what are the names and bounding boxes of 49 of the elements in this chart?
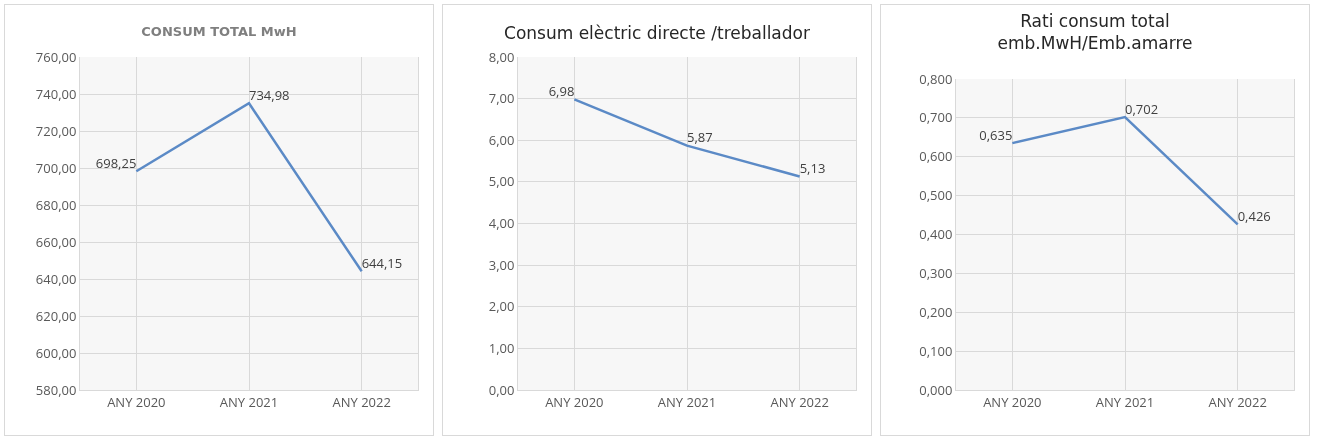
data-label: 5,87 [687,128,713,147]
y-tick-label: 680,00 [35,195,77,214]
y-tick-label: 8,00 [488,47,515,66]
y-tick-label: 1,00 [488,338,515,357]
x-tick-label: ANY 2022 [1208,392,1267,411]
y-tick-label: 0,300 [919,263,953,282]
data-label: 5,13 [799,159,826,178]
y-tick-label: 0,000 [919,380,953,399]
y-tick-label: 640,00 [35,269,77,288]
y-tick-label: 2,00 [488,297,515,316]
data-label: 6,98 [548,82,575,101]
y-tick-label: 0,700 [919,108,953,127]
y-tick-label: 580,00 [35,380,77,399]
y-tick-label: 0,00 [488,380,515,399]
y-tick-label: 740,00 [35,84,77,103]
x-tick-label: ANY 2020 [545,392,604,411]
data-label: 0,426 [1237,207,1271,226]
y-tick-label: 720,00 [35,121,77,140]
y-tick-label: 5,00 [488,172,515,191]
y-tick-label: 6,00 [488,130,515,149]
x-tick-label: ANY 2020 [983,392,1042,411]
x-tick-label: ANY 2020 [107,392,166,411]
y-tick-label: 660,00 [35,232,77,251]
chart-title: Consum elèctric directe /treballador [504,23,810,43]
y-tick-label: 760,00 [35,47,77,66]
y-tick-label: 620,00 [35,306,77,325]
y-tick-label: 0,600 [919,147,953,166]
y-tick-label: 7,00 [488,89,515,108]
y-tick-label: 700,00 [35,158,77,177]
chart-title: CONSUM TOTAL MwH [141,24,297,40]
x-tick-label: ANY 2021 [219,392,279,411]
y-tick-label: 0,500 [919,186,953,205]
data-label: 644,15 [361,254,403,273]
y-tick-label: 0,800 [919,69,953,88]
y-tick-label: 600,00 [35,343,77,362]
data-label: 0,702 [1125,99,1159,118]
y-tick-label: 0,400 [919,225,953,244]
x-tick-label: ANY 2022 [770,392,829,411]
y-tick-label: 0,100 [919,341,953,360]
x-tick-label: ANY 2021 [1095,392,1155,411]
y-tick-label: 3,00 [488,255,515,274]
data-label: 698,25 [95,153,137,172]
y-tick-label: 4,00 [488,214,515,233]
y-tick-label: 0,200 [919,302,953,321]
data-label: 734,98 [249,86,290,105]
x-tick-label: ANY 2021 [657,392,717,411]
data-label: 0,635 [979,125,1013,144]
x-tick-label: ANY 2022 [332,392,391,411]
chart-title: Rati consum total emb.MwH/Emb.amarre [997,11,1193,54]
